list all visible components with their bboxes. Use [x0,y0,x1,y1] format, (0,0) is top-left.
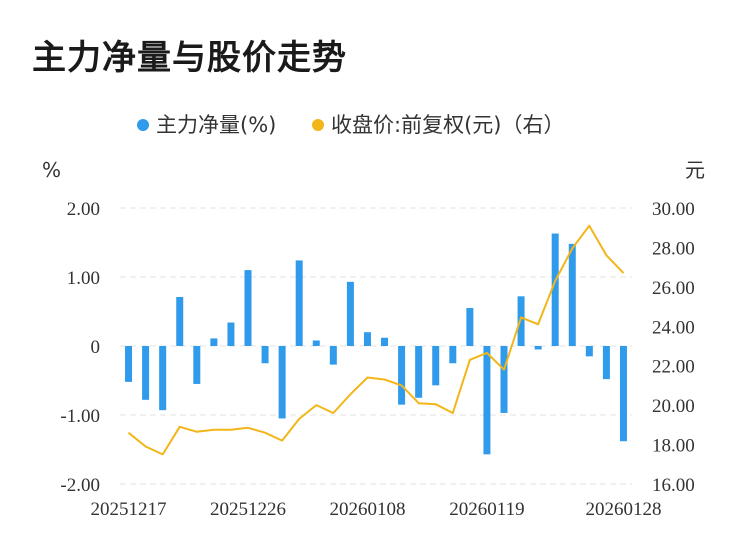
bar [346,281,354,346]
bar [329,346,337,365]
y-left-tick: 0 [91,337,101,358]
y-right-tick: 28.00 [652,238,695,259]
legend-label-1: 收盘价:前复权(元)（右） [331,113,564,137]
price-line [127,224,625,456]
chart-title: 主力净量与股价走势 [32,38,347,78]
y-right-tick: 26.00 [652,278,695,299]
x-tick: 20260119 [449,499,524,520]
axes: 2.00 1.00 0 -1.00 -2.00 30.00 28.00 26.00 24.00 2… [42,158,705,520]
bar [244,270,252,346]
bar [466,308,474,346]
x-tick: 20260108 [329,499,405,520]
bar [210,338,218,346]
bar [381,337,389,346]
y-right-unit: 元 [685,158,705,182]
y-right-tick: 24.00 [652,317,695,338]
bar [398,346,406,405]
bar [534,346,542,350]
x-tick: 20260128 [585,499,661,520]
bar [295,260,303,346]
x-tick: 20251226 [210,499,286,520]
legend-label-0: 主力净量(%) [156,113,276,137]
bar [142,346,150,400]
bar [312,340,320,346]
bars [125,233,627,455]
y-left-unit: % [42,158,61,182]
y-right-tick: 20.00 [652,396,695,417]
bar [568,243,576,346]
bar [517,296,525,346]
bar [619,346,627,442]
bar [483,346,491,455]
y-left-tick: -1.00 [60,406,100,427]
bar [363,332,371,346]
y-left-tick: 1.00 [67,268,100,289]
y-right-tick: 18.00 [652,436,695,457]
legend-marker-1 [312,119,324,131]
y-left-tick: -2.00 [60,475,100,496]
bar [261,346,269,364]
bar [500,346,508,413]
bar [176,297,184,346]
y-right-tick: 16.00 [652,475,695,496]
bar [432,346,440,386]
legend: 主力净量(%) 收盘价:前复权(元)（右） [137,113,564,137]
x-tick: 20251217 [91,499,167,520]
grid [120,207,632,485]
legend-marker-0 [137,119,149,131]
bar [602,346,610,380]
bar [193,346,201,384]
bar [227,322,235,346]
y-left-tick: 2.00 [67,199,100,220]
bar [551,233,559,346]
y-right-tick: 30.00 [652,199,695,220]
bar [278,346,286,419]
price-series-line [127,224,625,456]
y-right-tick: 22.00 [652,357,695,378]
bar [449,346,457,364]
bar [415,346,423,398]
bar [585,346,593,357]
bar [125,346,133,382]
bar [159,346,167,411]
